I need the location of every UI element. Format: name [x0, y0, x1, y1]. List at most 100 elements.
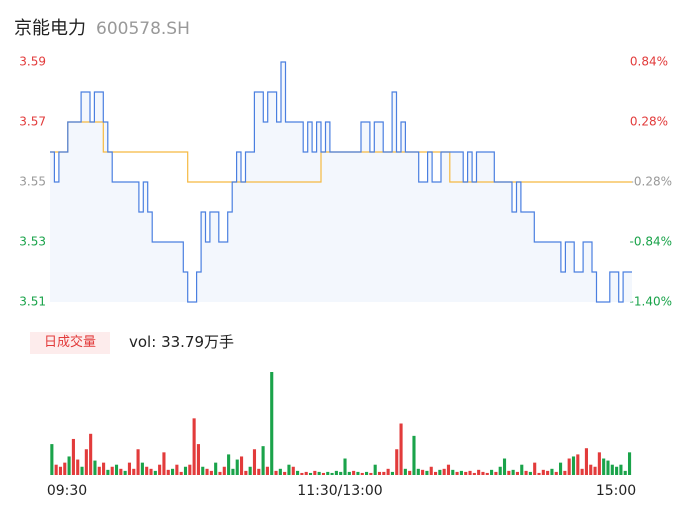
volume-bar	[106, 469, 110, 475]
price-line	[50, 61, 632, 303]
volume-bar	[373, 464, 377, 475]
volume-bar	[498, 466, 502, 475]
volume-bar	[76, 459, 80, 475]
x-tick-open: 09:30	[47, 483, 87, 499]
volume-bar	[520, 464, 524, 475]
volume-bar	[89, 433, 93, 475]
volume-bar	[93, 460, 97, 475]
volume-bar	[507, 470, 511, 475]
volume-bar	[227, 454, 231, 475]
volume-bar	[326, 471, 330, 475]
volume-bar	[110, 466, 114, 475]
volume-bar	[231, 468, 235, 475]
volume-bar	[218, 471, 222, 475]
volume-bar	[541, 469, 545, 475]
volume-bar	[248, 466, 252, 475]
volume-bar	[533, 462, 537, 475]
volume-bar	[54, 464, 58, 475]
volume-bar	[485, 472, 489, 475]
volume-bar	[296, 470, 300, 475]
volume-bar	[623, 470, 627, 475]
volume-bar	[84, 449, 88, 475]
volume-bar	[235, 459, 239, 475]
volume-bar	[136, 449, 140, 475]
volume-bar	[593, 466, 597, 475]
daily-volume-badge: 日成交量	[30, 332, 110, 354]
volume-bar	[416, 468, 420, 475]
volume-bar	[158, 464, 162, 475]
volume-bar	[580, 468, 584, 475]
y-tick-left: 3.53	[19, 235, 46, 249]
price-y-axis-right: 0.84% 0.28% -0.28% -0.84% -1.40%	[630, 55, 672, 309]
volume-bar	[175, 464, 179, 475]
volume-bar	[408, 470, 412, 475]
volume-bar	[433, 471, 438, 475]
volume-bar	[50, 444, 54, 475]
volume-bar	[283, 471, 287, 475]
volume-bar	[438, 469, 442, 475]
y-tick-left: 3.55	[19, 175, 46, 189]
volume-bar	[606, 460, 610, 475]
volume-bar	[343, 458, 347, 475]
volume-bar	[464, 471, 468, 475]
price-y-axis-left: 3.59 3.57 3.55 3.53 3.51	[19, 55, 46, 309]
y-tick-right: 0.84%	[630, 55, 668, 69]
volume-bar	[270, 372, 274, 475]
volume-bar	[166, 469, 170, 475]
volume-bar	[58, 466, 63, 475]
y-tick-left: 3.59	[19, 55, 46, 69]
volume-bar	[352, 470, 356, 475]
volume-bar	[257, 468, 261, 475]
volume-bar	[347, 471, 351, 475]
volume-bar	[429, 466, 433, 475]
volume-bar	[214, 462, 218, 475]
volume-bar	[149, 468, 153, 475]
y-tick-left: 3.57	[19, 115, 46, 129]
volume-bar	[627, 452, 632, 475]
volume-bar	[356, 471, 360, 475]
x-tick-close: 15:00	[596, 483, 636, 499]
volume-bar	[399, 423, 403, 475]
volume-bar	[308, 472, 313, 475]
volume-bar	[490, 469, 494, 475]
volume-bar	[619, 464, 623, 475]
volume-bar	[390, 471, 394, 475]
stock-title: 京能电力 600578.SH	[14, 14, 190, 40]
volume-bar	[140, 462, 144, 475]
volume-bar	[524, 470, 528, 475]
volume-bar	[550, 468, 554, 475]
volume-bar	[455, 471, 459, 475]
volume-bar	[412, 435, 416, 475]
volume-bar	[567, 458, 571, 475]
stock-code: 600578.SH	[96, 19, 190, 39]
volume-bar	[559, 462, 563, 475]
volume-value: 33.79万手	[161, 333, 235, 351]
volume-bar	[102, 462, 106, 475]
volume-bar	[597, 452, 601, 475]
volume-bar	[162, 452, 166, 475]
volume-bar	[528, 471, 532, 475]
volume-bar	[278, 468, 282, 475]
volume-bar	[274, 470, 278, 475]
volume-bar	[330, 472, 334, 475]
volume-bar	[287, 464, 291, 475]
volume-bar	[67, 456, 71, 475]
volume-bar	[386, 468, 390, 475]
volume-bar	[209, 470, 213, 475]
volume-bar	[171, 468, 175, 475]
volume-bar	[481, 471, 485, 475]
volume-bar	[563, 470, 567, 475]
volume-bar	[365, 471, 369, 475]
volume-bar	[589, 464, 593, 475]
volume-bar	[382, 471, 386, 475]
volume-bar	[554, 471, 558, 475]
volume-bar	[615, 466, 619, 475]
volume-bar	[421, 469, 425, 475]
volume-bar	[571, 456, 576, 475]
volume-bar	[201, 466, 205, 475]
volume-bar	[425, 470, 429, 475]
volume-bar	[377, 471, 382, 475]
volume-bar	[546, 470, 550, 475]
volume-bar	[265, 466, 269, 475]
